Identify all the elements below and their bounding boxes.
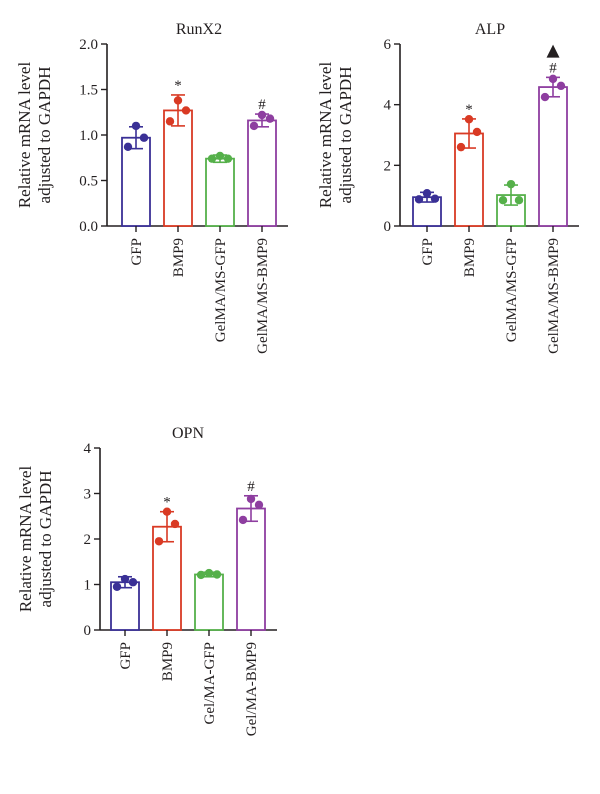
- y-axis-label: Relative mRNA level: [16, 466, 35, 613]
- significance-label: #: [549, 60, 557, 76]
- data-point: [170, 519, 180, 529]
- y-tick-label: 6: [384, 37, 392, 53]
- y-tick-label: 1.0: [79, 128, 98, 144]
- alp-chart: ALP Relative mRNA level adjusted to GAPDH 0…: [316, 21, 579, 354]
- x-category-label: GFP: [420, 238, 436, 266]
- data-point: [215, 151, 225, 161]
- y-tick-label: 1: [84, 578, 92, 594]
- y-tick-label: 2.0: [79, 37, 98, 53]
- data-point: [212, 570, 222, 579]
- x-category-label: Gel/MA-GFP: [202, 642, 218, 725]
- y-axis-label: Relative mRNA level: [316, 62, 335, 209]
- data-point: [207, 154, 217, 163]
- significance-label: #: [247, 479, 255, 495]
- x-category-label: BMP9: [462, 238, 478, 277]
- x-category-label: Gel/MA-BMP9: [244, 642, 260, 736]
- bar-4: [247, 119, 277, 227]
- runx2-chart: RunX2 Relative mRNA level adjusted to GAPD…: [15, 21, 288, 354]
- x-category-label: GelMA/MS-BMP9: [546, 238, 562, 354]
- data-point: [162, 507, 172, 516]
- data-point: [204, 568, 214, 578]
- data-point: [254, 500, 264, 510]
- bar-4: [538, 86, 568, 227]
- x-category-label: GelMA/MS-BMP9: [255, 238, 271, 354]
- data-point: [456, 142, 466, 152]
- data-point: [464, 115, 474, 124]
- x-category-label: GFP: [129, 238, 145, 266]
- bar-3: [205, 157, 235, 227]
- x-category-label: GFP: [118, 642, 134, 670]
- bar-2: [163, 109, 193, 227]
- data-point: [472, 127, 482, 137]
- x-category-label: BMP9: [160, 642, 176, 681]
- data-point: [414, 195, 424, 204]
- data-point: [265, 114, 275, 123]
- significance-label: *: [163, 495, 171, 511]
- y-axis-label: adjusted to GAPDH: [35, 67, 54, 204]
- y-tick-label: 3: [84, 487, 92, 503]
- data-point: [196, 570, 206, 580]
- data-point: [112, 582, 122, 591]
- data-point: [123, 142, 133, 152]
- data-point: [506, 179, 516, 189]
- y-tick-label: 4: [84, 441, 92, 457]
- data-point: [181, 106, 191, 115]
- x-category-label: GelMA/MS-GFP: [504, 238, 520, 342]
- y-tick-label: 1.5: [79, 83, 98, 99]
- y-axis-label: adjusted to GAPDH: [36, 471, 55, 608]
- chart-title: OPN: [172, 425, 204, 442]
- data-point: [154, 537, 164, 546]
- opn-chart: OPN Relative mRNA level adjusted to GAPDH 0…: [16, 425, 277, 736]
- y-tick-label: 0: [384, 219, 392, 235]
- data-point: [165, 117, 175, 126]
- bar-1: [121, 136, 151, 227]
- y-tick-label: 0.0: [79, 219, 98, 235]
- x-category-label: GelMA/MS-GFP: [213, 238, 229, 342]
- data-point: [120, 574, 130, 584]
- chart-title: ALP: [475, 21, 505, 38]
- data-point: [540, 92, 550, 102]
- data-point: [514, 196, 524, 205]
- y-tick-label: 2: [84, 532, 92, 548]
- data-point: [422, 189, 432, 198]
- data-point: [430, 194, 440, 203]
- y-tick-label: 4: [384, 98, 392, 114]
- y-axis-label: adjusted to GAPDH: [336, 67, 355, 204]
- data-point: [257, 110, 267, 120]
- significance-label: *: [174, 78, 182, 94]
- data-point: [128, 578, 138, 587]
- data-point: [139, 133, 149, 142]
- data-point: [131, 121, 141, 131]
- significance-label: *: [465, 102, 473, 118]
- chart-title: RunX2: [176, 21, 222, 38]
- data-point: [498, 196, 508, 205]
- x-category-label: BMP9: [171, 238, 187, 277]
- y-tick-label: 0.5: [79, 174, 98, 190]
- bar-3: [194, 573, 224, 631]
- y-axis-label: Relative mRNA level: [15, 62, 34, 209]
- data-point: [223, 154, 233, 163]
- y-tick-label: 0: [84, 623, 92, 639]
- triangle-marker: ▲: [546, 40, 560, 60]
- data-point: [246, 494, 256, 504]
- data-point: [249, 121, 259, 131]
- data-point: [238, 515, 248, 525]
- bar-4: [236, 507, 266, 631]
- y-tick-label: 2: [384, 158, 392, 174]
- significance-label: #: [258, 97, 266, 113]
- data-point: [548, 74, 558, 84]
- data-point: [556, 81, 566, 91]
- data-point: [173, 96, 183, 105]
